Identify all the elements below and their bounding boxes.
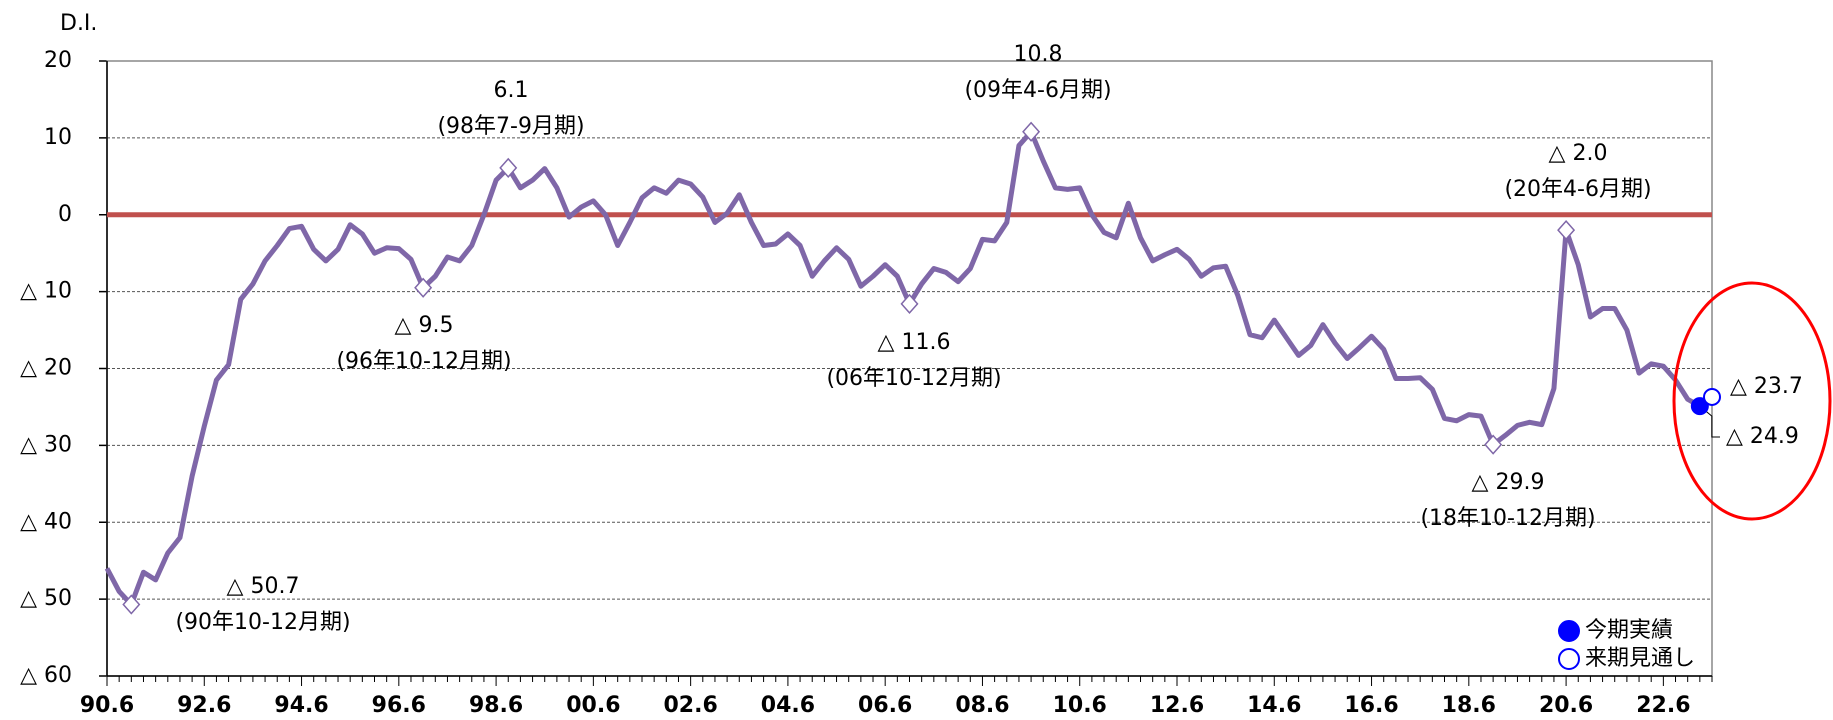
- extreme-marker: [1022, 121, 1041, 142]
- y-tick-label: △ 50: [20, 586, 72, 611]
- legend-label: 来期見通し: [1585, 646, 1695, 671]
- annotation-value: 6.1: [494, 78, 529, 103]
- x-tick-label: 18.6: [1442, 693, 1496, 718]
- x-tick-label: 04.6: [761, 693, 815, 718]
- annotation-period: (20年4-6月期): [1504, 177, 1651, 202]
- y-tick-label: 0: [58, 202, 72, 227]
- x-tick-label: 98.6: [469, 693, 523, 718]
- x-tick-label: 00.6: [566, 693, 620, 718]
- point-marker: [1690, 397, 1709, 416]
- extreme-marker: [122, 594, 141, 615]
- annotation-value: △ 9.5: [395, 313, 454, 338]
- data-line: [104, 129, 1702, 608]
- highlight-ellipse: [1672, 281, 1832, 521]
- x-tick-label: 08.6: [955, 693, 1009, 718]
- extreme-marker: [499, 157, 518, 178]
- x-tick-label: 20.6: [1539, 693, 1593, 718]
- y-tick-label: △ 10: [20, 279, 72, 304]
- value-label: △ 24.9: [1726, 424, 1799, 449]
- extreme-marker: [900, 293, 919, 315]
- x-tick-label: 14.6: [1247, 693, 1301, 718]
- y-tick-label: △ 30: [20, 432, 72, 457]
- x-tick-label: 10.6: [1053, 693, 1107, 718]
- annotation-period: (06年10-12月期): [826, 366, 1001, 391]
- extreme-marker: [414, 277, 433, 298]
- y-axis-label: D.I.: [60, 11, 97, 36]
- annotation-value: △ 50.7: [227, 574, 300, 599]
- y-tick-label: 20: [44, 48, 72, 73]
- x-tick-label: 16.6: [1344, 693, 1398, 718]
- annotation-value: 10.8: [1014, 42, 1063, 67]
- x-tick-label: 22.6: [1636, 693, 1690, 718]
- x-tick-label: 94.6: [274, 693, 328, 718]
- annotation-period: (09年4-6月期): [964, 78, 1111, 103]
- extreme-marker: [1557, 219, 1576, 241]
- x-tick-label: 02.6: [663, 693, 717, 718]
- point-marker: [1703, 387, 1721, 406]
- x-tick-label: 12.6: [1150, 693, 1204, 718]
- y-tick-label: △ 40: [20, 509, 72, 534]
- annotation-value: △ 11.6: [878, 330, 951, 355]
- y-tick-label: △ 60: [20, 663, 72, 688]
- legend-label: 今期実績: [1585, 618, 1673, 643]
- annotation-period: (98年7-9月期): [437, 114, 584, 139]
- annotation-value: △ 2.0: [1549, 141, 1608, 166]
- annotation-period: (90年10-12月期): [175, 610, 350, 635]
- legend-marker: [1558, 620, 1580, 642]
- value-label: △ 23.7: [1730, 374, 1803, 399]
- annotation-period: (96年10-12月期): [336, 349, 511, 374]
- legend-marker: [1558, 648, 1580, 670]
- annotation-value: △ 29.9: [1472, 470, 1545, 495]
- extreme-marker: [1484, 434, 1503, 455]
- x-tick-label: 96.6: [372, 693, 426, 718]
- y-tick-label: △ 20: [20, 356, 72, 381]
- x-tick-label: 92.6: [177, 693, 231, 718]
- x-tick-label: 06.6: [858, 693, 912, 718]
- y-tick-label: 10: [44, 125, 72, 150]
- annotation-period: (18年10-12月期): [1420, 506, 1595, 531]
- x-tick-label: 90.6: [80, 693, 134, 718]
